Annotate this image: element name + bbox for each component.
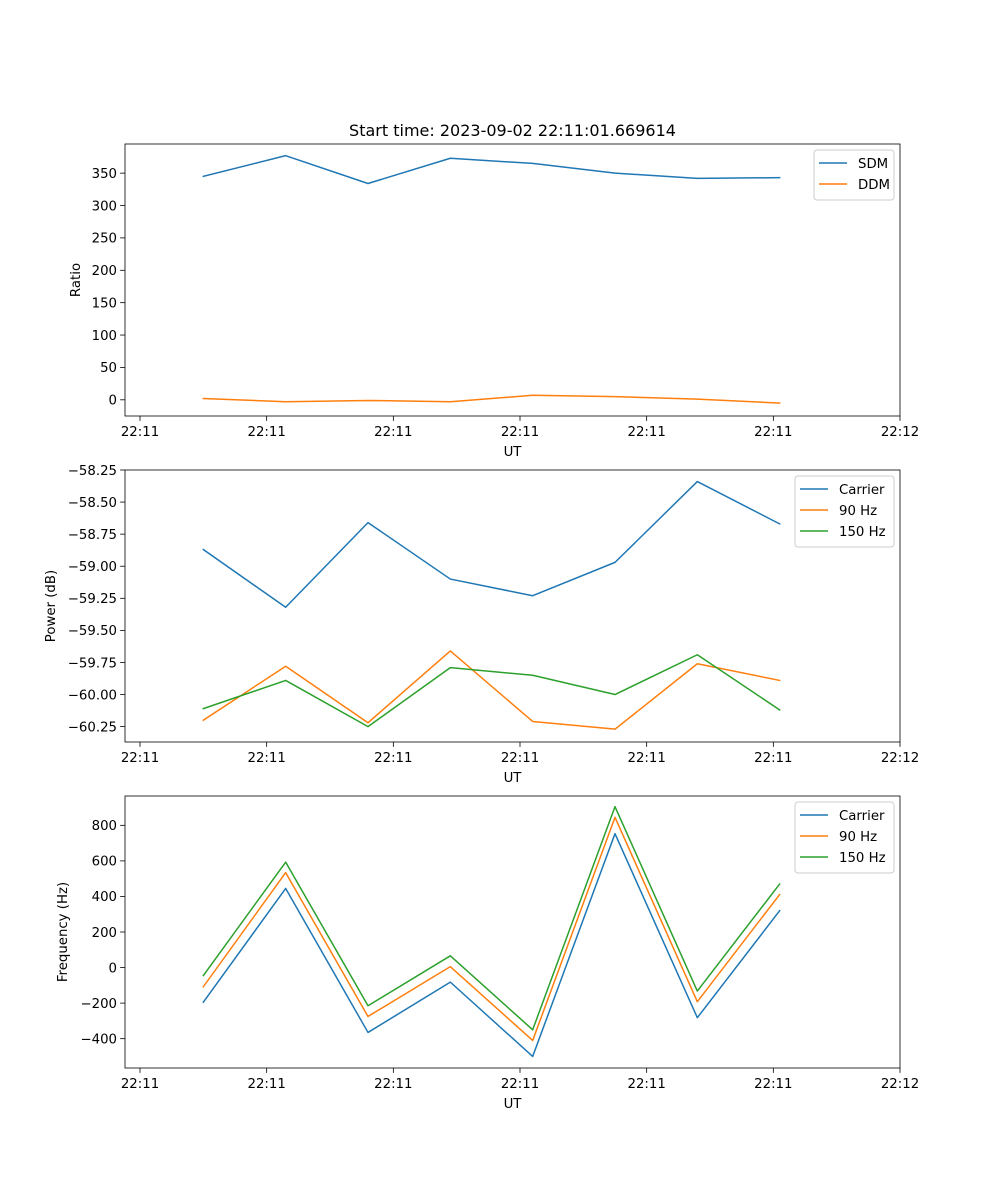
- x-axis-label: UT: [504, 445, 523, 460]
- y-tick-label: 800: [92, 819, 117, 834]
- axes-frame: [124, 795, 901, 1069]
- x-tick-label: 22:11: [374, 751, 412, 766]
- x-tick-label: 22:12: [881, 1077, 919, 1092]
- y-tick-label: −59.50: [68, 624, 117, 639]
- frequency-subplot: 22:11 22:11 22:11 22:11 22:11 22:11 22:12 UT −40…: [56, 795, 919, 1112]
- x-tick-label: 22:11: [121, 1077, 159, 1092]
- x-tick-label: 22:11: [628, 1077, 666, 1092]
- y-tick-label: 150: [92, 296, 117, 311]
- legend-box: [794, 475, 895, 548]
- legend-label: SDM: [858, 157, 888, 172]
- series-line-ddm: [202, 394, 781, 404]
- y-tick-label: 400: [92, 890, 117, 905]
- series-line-150-hz: [202, 654, 781, 728]
- ratio-subplot: 22:11 22:11 22:11 22:11 22:11 22:11 22:12 UT 0 50…: [69, 143, 919, 460]
- legend-label: Carrier: [839, 809, 885, 824]
- legend-box: [794, 801, 895, 874]
- x-tick-label: 22:11: [248, 751, 286, 766]
- series-line-90-hz: [202, 650, 781, 730]
- legend-label: 150 Hz: [839, 525, 886, 540]
- x-tick-label: 22:11: [121, 751, 159, 766]
- series-line-sdm: [202, 154, 781, 185]
- series-line-carrier: [202, 480, 781, 609]
- x-axis-label: UT: [504, 771, 523, 786]
- y-axis-label: Ratio: [69, 263, 84, 297]
- series-line-90-hz: [202, 816, 781, 1042]
- x-tick-label: 22:11: [248, 1077, 286, 1092]
- y-tick-label: −59.00: [68, 560, 117, 575]
- x-tick-label: 22:12: [881, 425, 919, 440]
- y-tick-label: −400: [80, 1032, 117, 1047]
- y-tick-label: −60.00: [68, 688, 117, 703]
- y-tick-label: 600: [92, 855, 117, 870]
- x-tick-label: 22:11: [754, 751, 792, 766]
- legend-label: 90 Hz: [839, 830, 877, 845]
- x-tick-label: 22:11: [374, 425, 412, 440]
- x-tick-label: 22:11: [121, 425, 159, 440]
- x-tick-label: 22:12: [881, 751, 919, 766]
- y-tick-label: −59.75: [68, 656, 117, 671]
- y-tick-label: 0: [109, 961, 117, 976]
- x-tick-label: 22:11: [501, 1077, 539, 1092]
- y-tick-label: 200: [92, 264, 117, 279]
- y-tick-label: −200: [80, 997, 117, 1012]
- y-axis-label: Power (dB): [44, 570, 59, 642]
- legend-label: DDM: [858, 178, 890, 193]
- y-tick-label: 100: [92, 329, 117, 344]
- y-tick-label: 350: [92, 167, 117, 182]
- y-tick-label: 200: [92, 926, 117, 941]
- x-tick-label: 22:11: [754, 1077, 792, 1092]
- axes-frame: [124, 469, 901, 743]
- y-tick-label: −58.25: [68, 464, 117, 479]
- series-line-150-hz: [202, 805, 781, 1031]
- y-tick-label: −58.75: [68, 528, 117, 543]
- y-tick-label: 50: [100, 361, 117, 376]
- chart-title: Start time: 2023-09-02 22:11:01.669614: [349, 121, 676, 140]
- y-tick-label: −58.50: [68, 496, 117, 511]
- y-tick-label: −60.25: [68, 720, 117, 735]
- x-tick-label: 22:11: [501, 425, 539, 440]
- x-tick-label: 22:11: [374, 1077, 412, 1092]
- y-tick-label: 0: [109, 394, 117, 409]
- y-tick-label: −59.25: [68, 592, 117, 607]
- x-tick-label: 22:11: [754, 425, 792, 440]
- x-axis-label: UT: [504, 1097, 523, 1112]
- x-tick-label: 22:11: [501, 751, 539, 766]
- series-line-carrier: [202, 832, 781, 1058]
- legend-label: Carrier: [839, 483, 885, 498]
- x-tick-label: 22:11: [628, 751, 666, 766]
- power-subplot: 22:11 22:11 22:11 22:11 22:11 22:11 22:12 UT −60…: [44, 464, 919, 786]
- legend-label: 90 Hz: [839, 504, 877, 519]
- x-tick-label: 22:11: [628, 425, 666, 440]
- y-axis-label: Frequency (Hz): [56, 882, 71, 982]
- axes-frame: [124, 143, 901, 417]
- x-tick-label: 22:11: [248, 425, 286, 440]
- y-tick-label: 300: [92, 199, 117, 214]
- legend-label: 150 Hz: [839, 851, 886, 866]
- y-tick-label: 250: [92, 232, 117, 247]
